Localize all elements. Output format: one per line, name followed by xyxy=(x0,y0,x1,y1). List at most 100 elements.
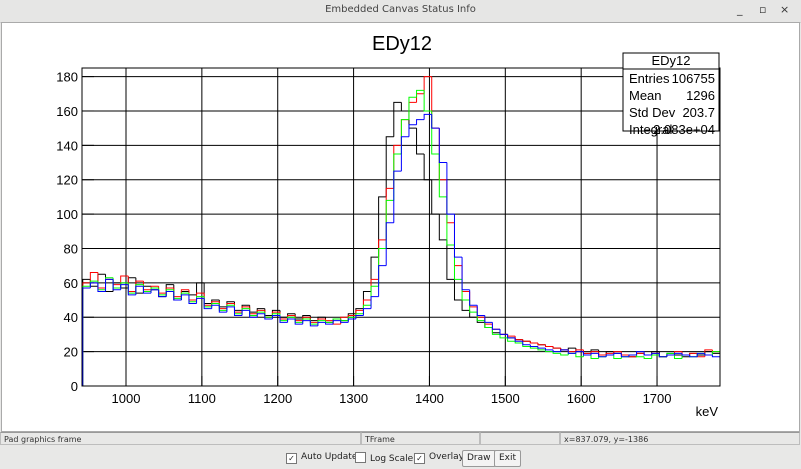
y-tick-label: 40 xyxy=(64,310,78,325)
histogram-bin xyxy=(423,76,432,94)
y-tick-label: 140 xyxy=(56,138,78,153)
histogram-bin xyxy=(491,327,500,334)
histogram-bin xyxy=(666,354,675,357)
histogram-bin xyxy=(385,199,394,249)
histogram-bin xyxy=(249,305,258,313)
histogram-bin xyxy=(446,196,455,246)
histogram-bin xyxy=(271,309,280,316)
histogram-bin xyxy=(332,320,341,325)
histogram-bin xyxy=(218,301,227,310)
histogram-bin xyxy=(294,315,303,322)
histogram-bin xyxy=(196,282,205,295)
histogram-bin xyxy=(249,310,258,318)
checkbox[interactable]: Log Scale xyxy=(355,452,413,464)
histogram-bin xyxy=(416,93,425,103)
histogram-bin xyxy=(416,119,425,125)
histogram-bin xyxy=(226,301,235,307)
stats-value: 106755 xyxy=(672,71,715,86)
histogram-bin xyxy=(218,300,227,308)
histogram-bin xyxy=(484,322,493,329)
histogram-bin xyxy=(309,315,318,322)
histogram-bin xyxy=(378,265,387,297)
histogram-bin xyxy=(514,336,523,341)
canvas[interactable]: EDy12 0 20 40 60 80 100 120 140 160 180 1000 1100 120… xyxy=(1,22,800,432)
histogram-bin xyxy=(82,287,91,386)
histogram-bin xyxy=(165,289,174,295)
histogram-bin xyxy=(628,354,637,357)
histogram-bin xyxy=(97,273,106,287)
histogram-bin xyxy=(453,222,463,267)
histogram-bin xyxy=(552,349,561,353)
histogram-bin xyxy=(82,278,91,386)
histogram-bin xyxy=(385,136,394,197)
chart-title: EDy12 xyxy=(372,33,432,55)
histogram-bin xyxy=(423,153,432,181)
histogram-bin xyxy=(469,289,478,306)
histogram-bin xyxy=(537,346,546,349)
histogram-bin xyxy=(378,196,387,258)
button[interactable]: Exit xyxy=(494,450,522,467)
histogram-series xyxy=(82,89,720,386)
status-field xyxy=(480,432,560,445)
histogram-bin xyxy=(332,320,341,325)
histogram-bin xyxy=(545,348,554,351)
histogram-bin xyxy=(165,284,174,297)
histogram-bin xyxy=(120,282,129,289)
histogram-bin xyxy=(180,294,189,301)
histogram-bin xyxy=(340,320,349,323)
histogram-bin xyxy=(598,349,607,356)
histogram-bin xyxy=(431,110,440,155)
histogram-bin xyxy=(507,334,516,337)
y-tick-label: 0 xyxy=(71,379,78,394)
histogram-bin xyxy=(499,329,508,335)
checkbox-box[interactable]: ✓ xyxy=(414,453,425,464)
histogram-bin xyxy=(575,353,584,358)
histogram-bin xyxy=(120,284,129,290)
histogram-bin xyxy=(491,324,500,330)
histogram-bin xyxy=(613,355,622,359)
histogram-bin xyxy=(704,353,713,356)
checkbox[interactable]: ✓ Overlay xyxy=(414,452,464,464)
histogram-bin xyxy=(423,113,432,120)
checkbox-box[interactable]: ✓ xyxy=(286,453,297,464)
status-field: TFrame xyxy=(361,432,480,445)
histogram-bin xyxy=(469,300,478,313)
histogram-bin xyxy=(211,304,220,309)
x-axis-label: keV xyxy=(696,404,719,419)
maximize[interactable]: ▫ xyxy=(759,3,767,16)
checkbox[interactable]: ✓ Auto Update xyxy=(286,452,357,464)
histogram-bin xyxy=(347,318,356,323)
histogram-bin xyxy=(711,351,720,356)
button[interactable]: Draw xyxy=(462,450,496,467)
stats-label: Std Dev xyxy=(629,105,676,120)
histogram-bin xyxy=(689,352,698,356)
checkbox-box[interactable] xyxy=(355,452,366,463)
minimize[interactable]: _ xyxy=(737,3,743,16)
histogram-bin xyxy=(325,317,334,323)
histogram-bin xyxy=(446,179,455,224)
histogram-bin xyxy=(522,341,531,346)
window-title: Embedded Canvas Status Info xyxy=(325,4,476,15)
histogram-bin xyxy=(105,278,114,292)
histogram-bin xyxy=(165,287,174,294)
histogram-bin xyxy=(514,341,523,344)
histogram-bin xyxy=(317,321,326,326)
checkbox-label: Overlay xyxy=(429,452,464,462)
chart: EDy12 0 20 40 60 80 100 120 140 160 180 1000 1100 120… xyxy=(56,33,721,419)
histogram-bin xyxy=(461,300,470,311)
histogram-bin xyxy=(302,320,311,325)
histogram-bin xyxy=(636,352,645,357)
histogram-bin xyxy=(355,315,364,319)
histogram-bin xyxy=(476,317,485,323)
histogram-bin xyxy=(294,318,303,325)
histogram-bin xyxy=(150,289,159,294)
histogram-bin xyxy=(256,313,265,318)
y-tick-label: 80 xyxy=(64,241,78,256)
close[interactable]: × xyxy=(780,3,790,16)
histogram-bin xyxy=(575,349,584,352)
histogram-bin xyxy=(491,327,500,335)
histogram-bin xyxy=(673,352,683,356)
y-tick-label: 60 xyxy=(64,276,78,291)
histogram-bin xyxy=(309,318,318,325)
histogram-bin xyxy=(393,101,402,137)
